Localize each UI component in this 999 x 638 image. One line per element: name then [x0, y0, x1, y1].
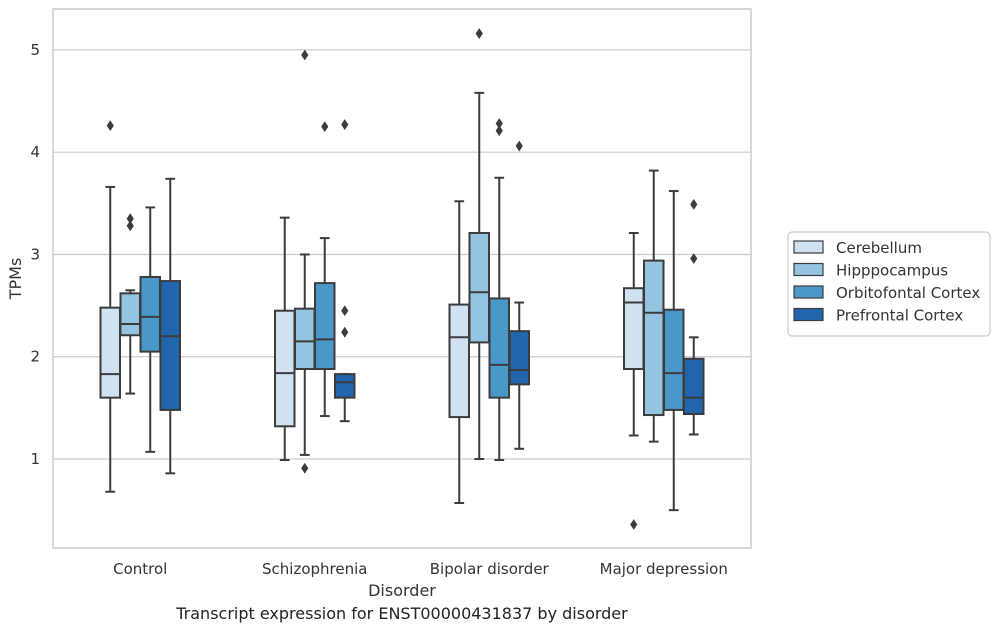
outlier-point: [690, 253, 698, 264]
legend-label: Hipppocampus: [836, 262, 948, 280]
box: [139, 275, 161, 353]
x-tick-label: Schizophrenia: [262, 560, 367, 578]
box: [663, 308, 685, 411]
outlier-point: [690, 198, 698, 210]
box: [643, 259, 665, 417]
legend-label: Prefrontal Cortex: [836, 307, 963, 325]
legend-swatch: [793, 285, 824, 299]
outlier-point: [630, 519, 638, 530]
x-tick-label: Bipolar disorder: [430, 560, 550, 578]
x-axis-label: Disorder: [368, 581, 436, 600]
legend-swatch: [793, 240, 824, 254]
figure-caption: Transcript expression for ENST0000043183…: [176, 604, 628, 623]
outlier-point: [495, 125, 503, 137]
box: [508, 330, 530, 386]
outlier-point: [341, 326, 349, 338]
box: [99, 306, 121, 399]
y-tick-label: 1: [30, 450, 40, 468]
outlier-point: [475, 28, 483, 39]
box: [274, 309, 296, 428]
legend-label: Orbitofontal Cortex: [836, 284, 980, 302]
y-tick-label: 5: [30, 41, 40, 59]
legend-box: [787, 231, 991, 337]
box: [159, 280, 181, 411]
outlier-point: [515, 140, 523, 152]
outlier-point: [106, 120, 114, 131]
x-tick-label: Control: [113, 560, 167, 578]
box: [334, 373, 356, 399]
outlier-point: [341, 305, 349, 317]
box: [119, 292, 141, 337]
outlier-point: [495, 118, 503, 129]
outlier-point: [126, 220, 134, 232]
box: [488, 297, 510, 399]
outlier-point: [321, 121, 329, 133]
box: [683, 357, 705, 416]
outlier-point: [341, 119, 349, 130]
outlier-point: [301, 462, 309, 474]
box: [623, 287, 645, 371]
y-tick-label: 2: [30, 348, 40, 366]
legend-label: Cerebellum: [836, 239, 922, 257]
y-tick-label: 3: [30, 245, 40, 263]
outlier-point: [126, 213, 134, 225]
legend-swatch: [793, 307, 824, 322]
legend-swatch: [793, 262, 824, 277]
outlier-point: [301, 49, 309, 61]
y-axis-label: TPMs: [6, 258, 25, 301]
plot-frame: [52, 8, 752, 549]
y-tick-label: 4: [30, 143, 40, 161]
box: [294, 307, 316, 371]
box: [448, 303, 470, 419]
x-tick-label: Major depression: [600, 560, 728, 578]
box: [314, 282, 336, 371]
box: [468, 231, 490, 344]
